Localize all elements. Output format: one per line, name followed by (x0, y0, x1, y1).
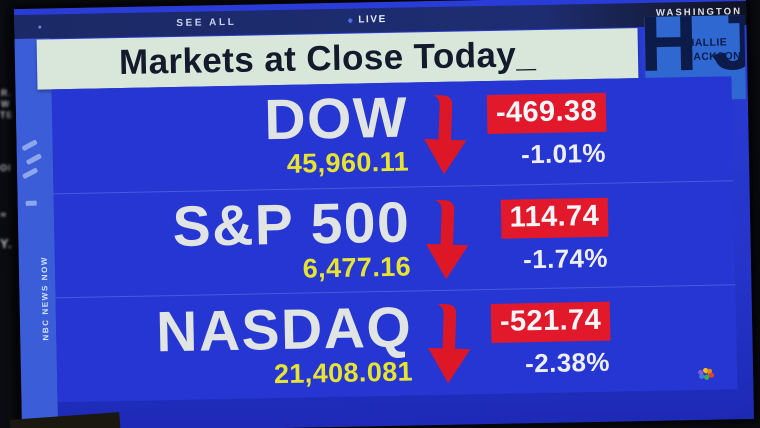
live-label: LIVE (358, 13, 388, 26)
host-first-name: HALLIE (686, 36, 728, 50)
show-host-name: HALLIE JACKSON (687, 36, 742, 64)
background-text-fragment: TE (0, 110, 14, 120)
wave-bars-icon (21, 139, 38, 152)
change-badge: 114.74 (500, 197, 609, 239)
change-badge: -521.74 (490, 301, 611, 344)
dot-icon (38, 25, 42, 29)
percent-change: -2.38% (524, 346, 611, 379)
live-indicator: LIVE (347, 13, 388, 26)
change-block: 114.74 -1.74% (482, 197, 611, 275)
board-title: Markets at Close Today_ (118, 35, 537, 83)
index-name: DOW (263, 85, 409, 153)
wave-bars-icon (25, 153, 43, 166)
market-row-nasdaq: NASDAQ 21,408.081 -521.74 -2.38% (55, 284, 738, 403)
background-text-fragment: OI (0, 163, 12, 173)
see-all-label: SEE ALL (176, 16, 237, 29)
down-arrow-icon (410, 192, 484, 285)
nbc-peacock-icon (697, 366, 715, 381)
change-block: -521.74 -2.38% (484, 301, 613, 380)
index-name-block: NASDAQ 21,408.081 (56, 295, 414, 394)
percent-change: -1.74% (522, 242, 609, 274)
down-arrow-icon (408, 87, 482, 180)
percent-change: -1.01% (520, 137, 607, 170)
background-text-fragment: W (1, 99, 11, 109)
index-name-block: S&P 500 6,477.16 (54, 190, 412, 290)
background-text-fragment: Y. (0, 236, 13, 251)
market-row-sp500: S&P 500 6,477.16 114.74 -1.74% (53, 179, 736, 298)
change-badge: -469.38 (486, 92, 607, 134)
wave-bars-icon (21, 167, 39, 180)
index-name: S&P 500 (171, 190, 411, 260)
index-name-block: DOW 45,960.11 (52, 85, 410, 185)
markets-board: DOW 45,960.11 -469.38 -1.01% S&P 500 6, (51, 76, 738, 403)
market-row-dow: DOW 45,960.11 -469.38 -1.01% (52, 76, 734, 193)
down-arrow-icon (412, 296, 486, 389)
host-last-name: JACKSON (686, 49, 742, 63)
background-text-fragment: R. (1, 88, 12, 98)
network-brand-label: NBC NEWS NOW (39, 255, 51, 341)
broadcast-screen: SEE ALL LIVE WASHINGTON NBC NEWS NOW Mar… (13, 0, 755, 428)
background-text-fragment: ” (0, 210, 8, 225)
index-value: 45,960.11 (286, 146, 410, 180)
change-block: -469.38 -1.01% (480, 92, 609, 171)
live-dot-icon (347, 17, 354, 23)
dash-icon (25, 200, 37, 206)
index-name: NASDAQ (155, 295, 413, 365)
